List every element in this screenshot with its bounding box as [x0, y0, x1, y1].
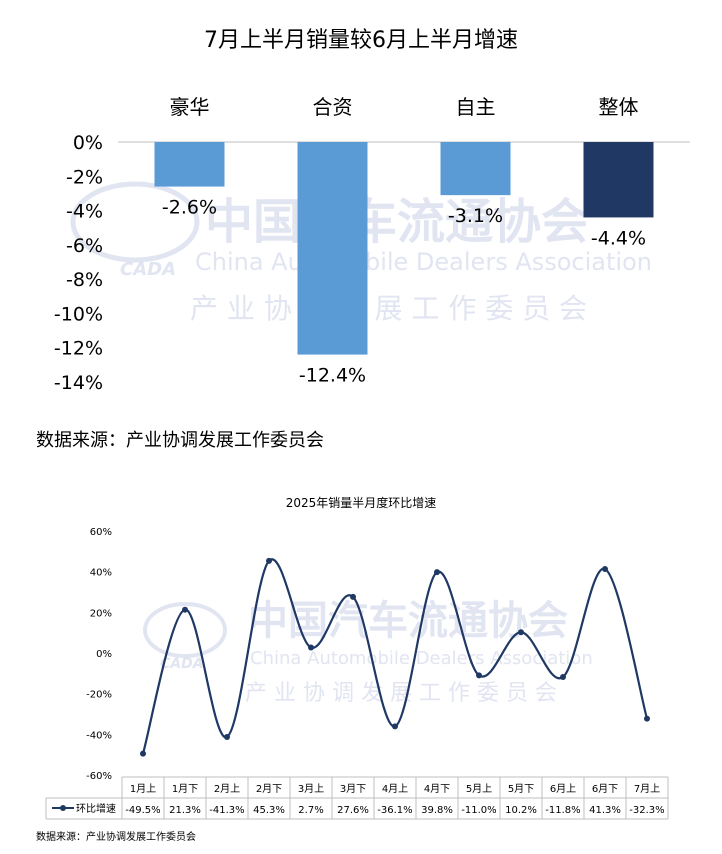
chart2-title: 2025年销量半月度环比增速	[285, 496, 437, 510]
watermark-en: China Automobile Dealers Association	[195, 248, 652, 276]
chart1-data-label: -2.6%	[162, 197, 217, 219]
chart1-ytick-label: 0%	[73, 132, 103, 154]
chart1-ytick-label: -14%	[54, 372, 103, 394]
chart1-data-label: -12.4%	[299, 365, 366, 387]
chart1-category-label: 合资	[313, 95, 353, 119]
watermark-logo-icon	[70, 181, 200, 263]
chart1-ytick-label: -2%	[66, 166, 103, 188]
watermark-cn: 中国汽车流通协会	[205, 194, 589, 250]
chart1-bar	[297, 142, 368, 355]
chart1-title: 7月上半月销量较6月上半月增速	[204, 28, 518, 53]
chart1-bar	[583, 142, 654, 218]
watermark-logo-text: CADA	[120, 259, 176, 280]
watermark-sub: 产 业 协 调 发 展 工 作 委 员 会	[190, 292, 587, 325]
chart1-source: 数据来源：产业协调发展工作委员会	[36, 430, 324, 451]
chart1-axis: 0% -2% -4% -6% -8% -10% -12% -14% 豪华 合资 自主 整体	[54, 95, 690, 394]
chart1-ytick-label: -12%	[54, 338, 103, 360]
chart1-ytick-label: -6%	[66, 235, 103, 257]
chart1-ytick-label: -10%	[54, 303, 103, 325]
chart1-data-label: -3.1%	[448, 205, 503, 227]
chart1-category-label: 整体	[599, 95, 639, 119]
chart1-bars: -2.6% -12.4% -3.1% -4.4%	[154, 142, 654, 387]
chart1-bar	[440, 142, 511, 196]
chart1-ytick-label: -4%	[66, 201, 103, 223]
chart2-source: 数据来源：产业协调发展工作委员会	[36, 832, 196, 843]
chart1-bar	[154, 142, 225, 187]
chart1-ytick-label: -8%	[66, 269, 103, 291]
chart1-category-label: 自主	[456, 95, 496, 119]
watermark-1: CADA 中国汽车流通协会 China Automobile Dealers A…	[70, 181, 652, 325]
chart1-data-label: -4.4%	[591, 227, 646, 249]
chart1-category-label: 豪华	[170, 95, 210, 119]
